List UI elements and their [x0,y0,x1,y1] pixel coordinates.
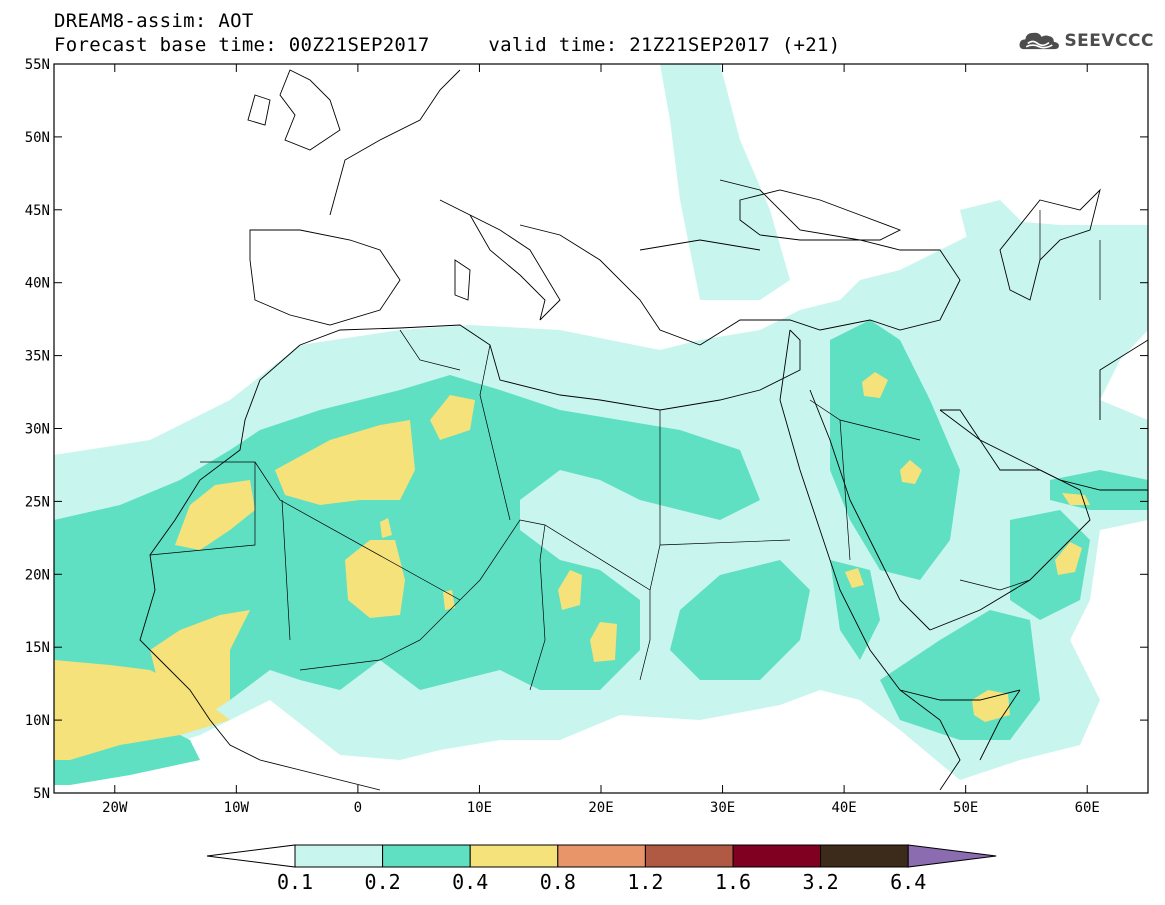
colorbar-label: 0.8 [540,870,576,894]
aot-contour-mid [670,560,810,680]
lat-tick-label: 40N [25,276,50,292]
colorbar-box [469,844,559,868]
colorbar-box [820,844,909,868]
colorbar-label: 0.2 [365,870,401,894]
coastline-west-africa [139,344,381,791]
coastline-black-sea [739,189,902,241]
forecast-time-line: Forecast base time: 00Z21SEP2017 valid t… [54,34,841,56]
aot-contour-mid [830,560,880,660]
cloud-logo-icon [1019,32,1059,50]
lat-tick-label: 30N [25,422,50,438]
political-borders [149,210,1101,691]
colorbar-label: 0.4 [452,870,488,894]
longitude-axis: 20W 10W 0 10E 20E 30E 40E 50E 60E [102,64,1100,816]
aot-contour-low [960,200,1030,260]
colorbar-low-triangle [206,844,296,868]
aot-contour-high [900,460,922,484]
lat-tick-label: 35N [25,349,50,365]
colorbar-label: 1.6 [715,870,751,894]
aot-field [54,64,1148,785]
coastlines [139,69,1148,791]
coastline-mediterranean-africa [299,324,801,411]
aot-contour-high [443,590,455,610]
aot-contour-high [380,518,392,538]
colorbar-box [644,844,734,868]
colorbar-box [732,844,822,868]
coastline-iberia [249,229,401,326]
coastline-italy [454,214,546,321]
aot-contour-mid [1010,510,1090,620]
lat-tick-label: 55N [25,57,50,73]
colorbar-label: 3.2 [803,870,839,894]
aot-contour-high [862,372,888,398]
aot-contour-high [1062,493,1090,505]
aot-contour-high [972,690,1010,722]
colorbar-label: 1.2 [627,870,663,894]
aot-contour-high [1055,542,1082,575]
aot-contour-high [430,395,475,440]
lat-tick-label: 15N [25,640,50,656]
lon-tick-label: 40E [831,800,856,816]
aot-contour-high [54,660,230,760]
lon-tick-label: 50E [953,800,978,816]
lat-tick-label: 5N [33,786,50,802]
aot-contour-high [345,540,405,618]
aot-contour-high [275,420,415,505]
lon-tick-label: 10W [224,800,250,816]
coastline-caspian [999,188,1101,301]
lon-tick-label: 60E [1075,800,1100,816]
seevccc-logo: SEEVCCC [1018,26,1154,56]
aot-contour-high [558,570,582,610]
colorbar-box [294,844,384,868]
lat-tick-label: 25N [25,494,50,510]
aot-contour-high [590,622,617,662]
lon-tick-label: 20W [102,800,128,816]
lon-tick-label: 30E [710,800,735,816]
coastline-britain [247,69,341,151]
logo-text: SEEVCCC [1064,31,1154,51]
aot-contour-high [845,568,864,588]
coastline-arabia [929,409,1091,631]
aot-contour-low [660,64,790,300]
lat-tick-label: 20N [25,567,50,583]
lat-tick-label: 45N [25,203,50,219]
lon-tick-label: 10E [467,800,492,816]
coastline-horn-africa [899,689,1021,791]
lat-tick-label: 10N [25,713,50,729]
lat-tick-label: 50N [25,130,50,146]
coastline-europe [329,69,961,346]
colorbar-high-triangle [907,844,997,868]
lon-tick-label: 20E [588,800,613,816]
lon-tick-label: 0 [354,800,362,816]
map-title: DREAM8-assim: AOT [54,10,254,32]
coastline-red-sea [779,329,1021,701]
colorbar-box [382,844,471,868]
colorbar-label: 0.1 [277,870,313,894]
aot-contour-high [150,610,250,720]
aot-contour-high [175,480,255,550]
colorbar-label: 6.4 [890,870,926,894]
latitude-axis: 55N 50N 45N 40N 35N 30N 25N 20N 15N 10N 5N [25,57,1148,802]
colorbar-box [557,844,646,868]
aot-colorbar: 0.1 0.2 0.4 0.8 1.2 1.6 3.2 6.4 [206,844,997,894]
coastline-gulf-iran [939,339,1148,491]
